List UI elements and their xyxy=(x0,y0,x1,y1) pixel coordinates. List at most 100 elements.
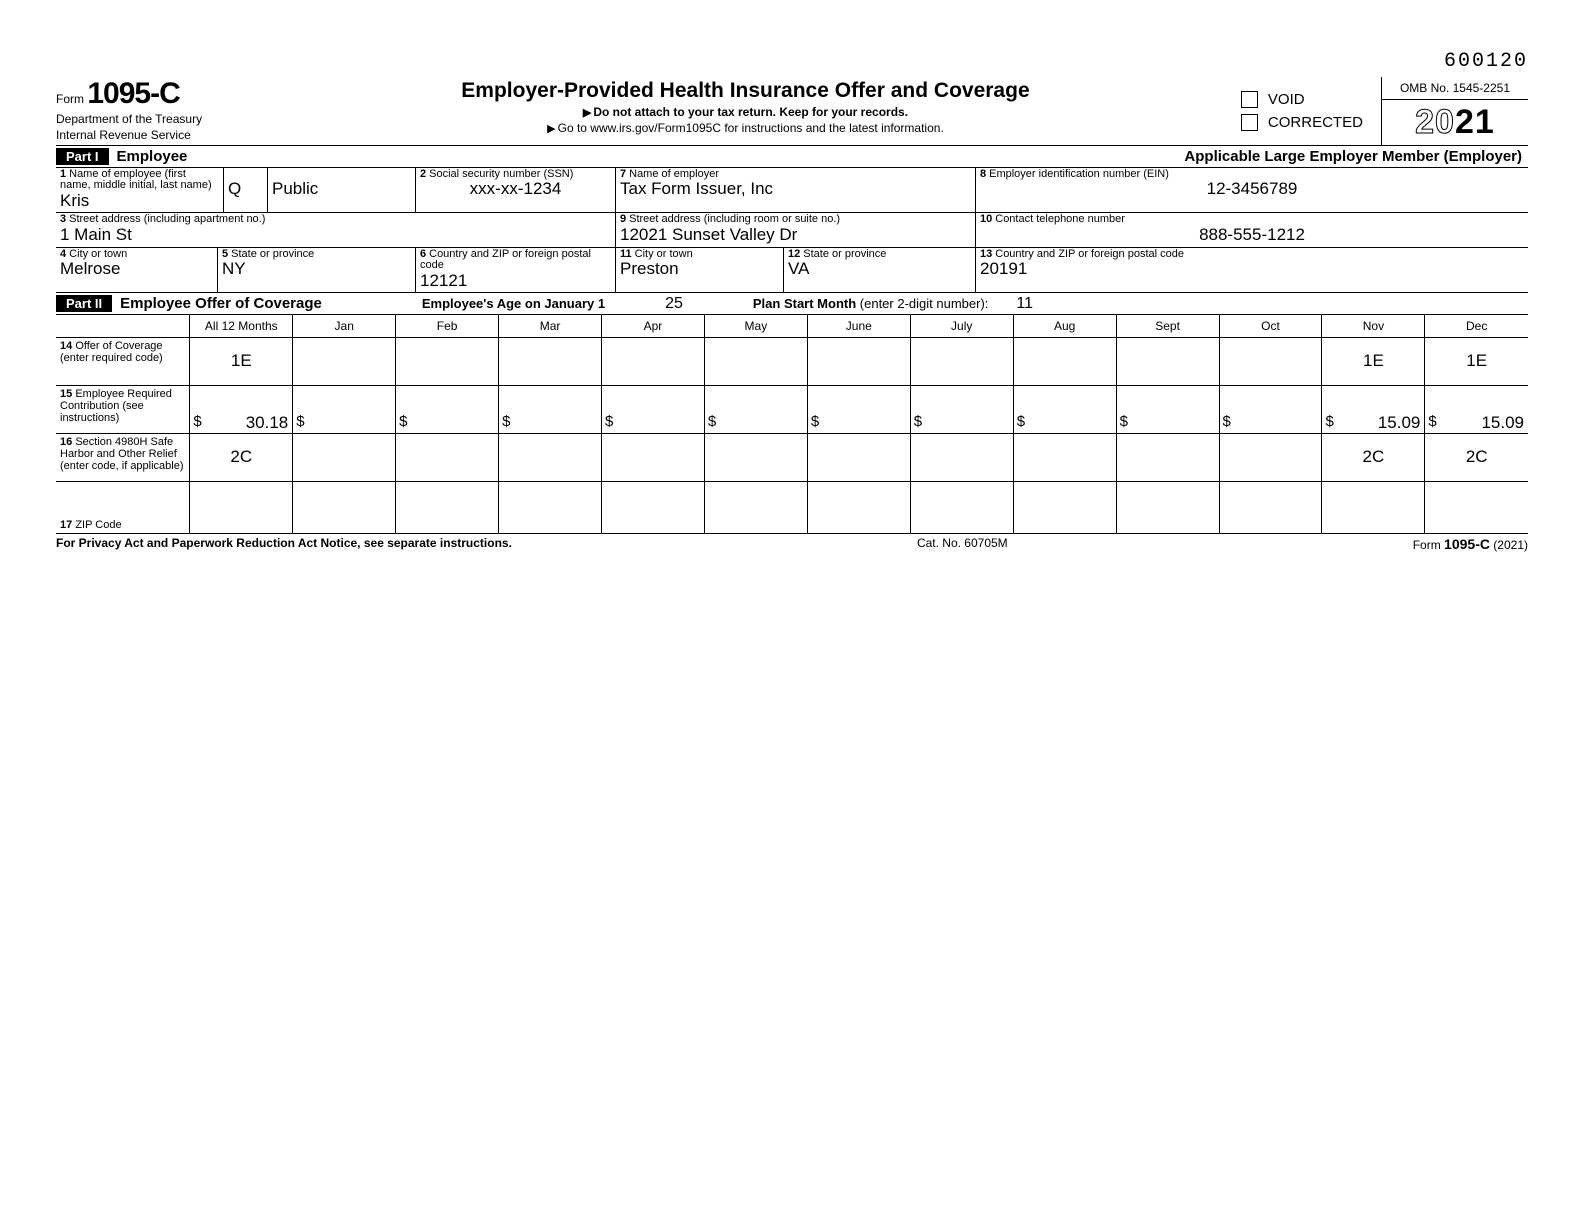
p1-row1: 1Name of employee (first name, middle in… xyxy=(56,168,1528,214)
row17-label: 17 ZIP Code xyxy=(56,481,190,533)
header-left: Form 1095-C Department of the Treasury I… xyxy=(56,77,256,145)
year-outline: 20 xyxy=(1415,103,1455,141)
row-16: 16 Section 4980H Safe Harbor and Other R… xyxy=(56,433,1528,481)
f6-num: 6 xyxy=(420,248,426,260)
row17-jan xyxy=(293,481,396,533)
field-9: 9Street address (including room or suite… xyxy=(616,213,976,246)
row15-may: $ xyxy=(704,385,807,433)
col-oct: Oct xyxy=(1219,315,1322,337)
p1-row2: 3Street address (including apartment no.… xyxy=(56,213,1528,247)
row15-aug: $ xyxy=(1013,385,1116,433)
form-subtitle-1: ▶Do not attach to your tax return. Keep … xyxy=(264,105,1227,119)
row17-dec xyxy=(1425,481,1528,533)
part1-title-left: Employee xyxy=(117,148,188,165)
part2-table: All 12 Months Jan Feb Mar Apr May June J… xyxy=(56,315,1528,534)
footer-center: Cat. No. 60705M xyxy=(917,536,1008,552)
omb-year-block: OMB No. 1545-2251 2021 xyxy=(1381,77,1528,145)
row15-jun: $ xyxy=(807,385,910,433)
f3-label: Street address (including apartment no.) xyxy=(69,213,265,225)
footer-right: Form 1095-C (2021) xyxy=(1413,536,1528,552)
row14-may xyxy=(704,337,807,385)
f3-num: 3 xyxy=(60,213,66,225)
psm-label: Plan Start Month (enter 2-digit number): xyxy=(753,296,989,311)
f7-num: 7 xyxy=(620,168,626,180)
f11-num: 11 xyxy=(620,248,632,260)
row15-dec: $15.09 xyxy=(1425,385,1528,433)
f12-label: State or province xyxy=(803,248,886,260)
f5-num: 5 xyxy=(222,248,228,260)
f10-value: 888-555-1212 xyxy=(980,226,1524,245)
row-14: 14 Offer of Coverage (enter required cod… xyxy=(56,337,1528,385)
f7-value: Tax Form Issuer, Inc xyxy=(620,180,971,199)
row16-aug xyxy=(1013,433,1116,481)
row16-oct xyxy=(1219,433,1322,481)
row16-feb xyxy=(396,433,499,481)
p2-blank-header xyxy=(56,315,190,337)
row14-dec: 1E xyxy=(1425,337,1528,385)
field-11: 11City or town Preston xyxy=(616,248,784,293)
f6-value: 12121 xyxy=(420,272,611,291)
year-solid: 21 xyxy=(1455,103,1495,141)
f12-value: VA xyxy=(788,260,971,279)
col-dec: Dec xyxy=(1425,315,1528,337)
document-code: 600120 xyxy=(56,50,1528,73)
row16-nov: 2C xyxy=(1322,433,1425,481)
f5-value: NY xyxy=(222,260,411,279)
f11-label: City or town xyxy=(635,248,693,260)
void-checkbox[interactable] xyxy=(1241,91,1258,108)
f2-label: Social security number (SSN) xyxy=(429,168,573,180)
row15-all: $30.18 xyxy=(190,385,293,433)
row17-may xyxy=(704,481,807,533)
row17-jul xyxy=(910,481,1013,533)
col-mar: Mar xyxy=(499,315,602,337)
row15-jul: $ xyxy=(910,385,1013,433)
f9-label: Street address (including room or suite … xyxy=(629,213,840,225)
part2-badge: Part II xyxy=(56,295,112,312)
f1-label: Name of employee (first name, middle ini… xyxy=(60,168,212,192)
row-17: 17 ZIP Code xyxy=(56,481,1528,533)
footer-left: For Privacy Act and Paperwork Reduction … xyxy=(56,536,512,552)
form-1095c-page: 600120 Form 1095-C Department of the Tre… xyxy=(0,0,1584,552)
f8-num: 8 xyxy=(980,168,986,180)
row17-jun xyxy=(807,481,910,533)
field-3: 3Street address (including apartment no.… xyxy=(56,213,616,246)
part1-title-right: Applicable Large Employer Member (Employ… xyxy=(1184,148,1528,165)
row16-may xyxy=(704,433,807,481)
age-label: Employee's Age on January 1 xyxy=(422,296,605,311)
row17-mar xyxy=(499,481,602,533)
row16-dec: 2C xyxy=(1425,433,1528,481)
f9-value: 12021 Sunset Valley Dr xyxy=(620,226,971,245)
row17-nov xyxy=(1322,481,1425,533)
row16-jan xyxy=(293,433,396,481)
row17-feb xyxy=(396,481,499,533)
col-sep: Sept xyxy=(1116,315,1219,337)
row14-all: 1E xyxy=(190,337,293,385)
row17-apr xyxy=(602,481,705,533)
form-subtitle-2: ▶Go to www.irs.gov/Form1095C for instruc… xyxy=(264,121,1227,135)
row14-mar xyxy=(499,337,602,385)
row17-all xyxy=(190,481,293,533)
row17-oct xyxy=(1219,481,1322,533)
row14-nov: 1E xyxy=(1322,337,1425,385)
checkbox-group: VOID CORRECTED xyxy=(1235,77,1381,145)
psm-value: 11 xyxy=(1016,295,1033,313)
row16-mar xyxy=(499,433,602,481)
p2-header-row: All 12 Months Jan Feb Mar Apr May June J… xyxy=(56,315,1528,337)
part1-badge: Part I xyxy=(56,148,109,165)
col-jan: Jan xyxy=(293,315,396,337)
field-6: 6Country and ZIP or foreign postal code … xyxy=(416,248,616,293)
age-value: 25 xyxy=(665,295,683,313)
field-7: 7Name of employer Tax Form Issuer, Inc xyxy=(616,168,976,213)
f8-label: Employer identification number (EIN) xyxy=(989,168,1169,180)
f13-num: 13 xyxy=(980,248,992,260)
form-word: Form xyxy=(56,92,84,106)
field-10: 10Contact telephone number 888-555-1212 xyxy=(976,213,1528,246)
col-jun: June xyxy=(807,315,910,337)
f12-num: 12 xyxy=(788,248,800,260)
row16-label: 16 Section 4980H Safe Harbor and Other R… xyxy=(56,433,190,481)
field-1-mi: Q xyxy=(224,168,268,213)
corrected-row: CORRECTED xyxy=(1241,114,1363,131)
row14-jun xyxy=(807,337,910,385)
corrected-checkbox[interactable] xyxy=(1241,114,1258,131)
page-footer: For Privacy Act and Paperwork Reduction … xyxy=(56,536,1528,552)
